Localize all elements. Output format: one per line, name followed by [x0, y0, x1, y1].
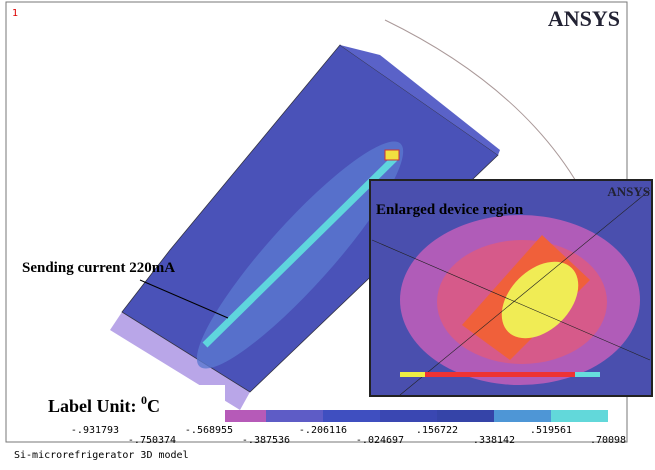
- legend-label: -.750374: [128, 435, 176, 446]
- legend-label: -.024697: [356, 435, 404, 446]
- legend-label: .156722: [416, 425, 458, 436]
- legend-swatch: [323, 410, 380, 422]
- inset-legend: [575, 372, 600, 377]
- label-unit-unit: C: [147, 396, 160, 416]
- window-number: 1: [12, 8, 18, 19]
- ansys-logo: ANSYS: [548, 6, 620, 31]
- hot-spot: [385, 150, 399, 160]
- legend-label: .519561: [530, 425, 572, 436]
- inset-legend: [400, 372, 600, 377]
- legend-label: -.387536: [242, 435, 290, 446]
- legend-swatch: [494, 410, 551, 422]
- legend-swatch: [266, 410, 323, 422]
- legend-swatch: [551, 410, 608, 422]
- inset-legend: [400, 372, 425, 377]
- legend-swatch: [437, 410, 494, 422]
- legend-swatch: [380, 410, 437, 422]
- label-unit-text: Label Unit:: [48, 396, 141, 416]
- legend-label: .70098: [590, 435, 626, 446]
- ansys-screenshot: 1 ANSYS Sending current 220mA Enlarged d…: [0, 0, 655, 470]
- caption: Si-microrefrigerator 3D model: [14, 450, 189, 461]
- legend-label: -.206116: [299, 425, 347, 436]
- viewport: 1 ANSYS Sending current 220mA Enlarged d…: [0, 0, 655, 470]
- legend-label: -.931793: [71, 425, 119, 436]
- legend-label: .338142: [473, 435, 515, 446]
- inset-title: Enlarged device region: [376, 202, 524, 218]
- legend-label: -.568955: [185, 425, 233, 436]
- annotation: Sending current 220mA: [22, 260, 175, 276]
- inset-logo: ANSYS: [607, 184, 650, 199]
- inset: Enlarged device region ANSYS: [370, 180, 652, 396]
